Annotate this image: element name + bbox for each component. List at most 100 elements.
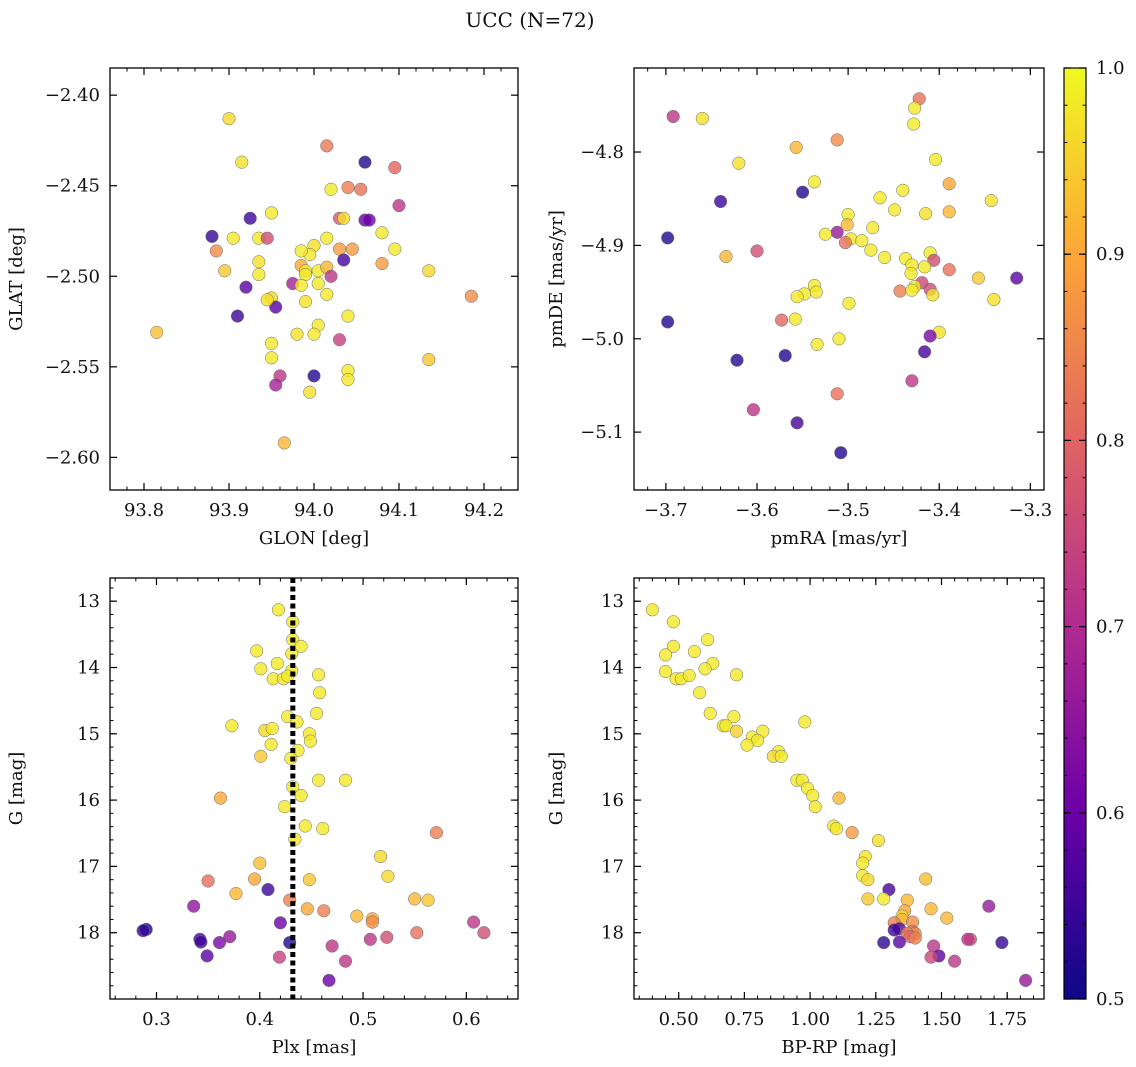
data-point <box>873 191 887 205</box>
data-point <box>320 231 334 245</box>
y-tick-label: −2.60 <box>45 447 100 468</box>
panel-glon-glat: 93.8 93.9 94.0 94.1 94.2 −2.40 −2.45 −2.50 −2.55… <box>6 67 519 549</box>
data-point <box>464 289 478 303</box>
y-tick-label: 18 <box>77 923 100 944</box>
data-point <box>729 668 744 682</box>
colorbar-tick-label: 1.0 <box>1096 58 1125 79</box>
data-point <box>337 253 351 267</box>
data-point <box>213 791 228 805</box>
data-point <box>338 954 353 968</box>
data-point <box>273 916 287 930</box>
data-point <box>661 231 675 245</box>
data-point <box>840 218 854 232</box>
data-point <box>905 283 919 297</box>
x-tick-label: −3.6 <box>735 500 779 521</box>
x-tick-label: 94.1 <box>379 500 419 521</box>
data-point <box>746 403 760 417</box>
data-point <box>200 949 214 963</box>
data-point <box>871 833 885 848</box>
data-point <box>264 737 278 751</box>
data-point <box>730 353 744 367</box>
figure-title: UCC (N=72) <box>465 8 594 32</box>
data-points <box>136 603 491 987</box>
data-point <box>271 603 285 617</box>
data-point <box>363 932 377 946</box>
data-points <box>645 603 1033 987</box>
data-point <box>375 226 389 240</box>
data-point <box>698 662 712 676</box>
y-tick-label: −2.50 <box>45 266 100 287</box>
data-point <box>832 791 846 805</box>
data-point <box>320 139 334 153</box>
data-point <box>924 950 938 964</box>
scatter-panels: 93.8 93.9 94.0 94.1 94.2 −2.40 −2.45 −2.50 −2.55… <box>6 67 1052 1058</box>
data-points <box>150 112 478 450</box>
ticks: −3.7 −3.6 −3.5 −3.4 −3.3 −4.8 −4.9 −5.0 −5.1 <box>580 68 1052 521</box>
data-point <box>269 300 283 314</box>
data-point <box>790 416 804 430</box>
data-point <box>277 436 291 450</box>
data-point <box>362 213 376 227</box>
data-point <box>226 231 240 245</box>
data-point <box>467 915 481 929</box>
data-point <box>230 309 245 323</box>
data-point <box>477 926 491 940</box>
data-point <box>223 930 237 944</box>
colorbar-tick-label: 0.8 <box>1096 430 1125 451</box>
data-point <box>893 284 907 298</box>
data-point <box>984 194 998 208</box>
data-point <box>209 244 223 258</box>
data-point <box>887 923 901 937</box>
data-point <box>919 872 933 886</box>
data-point <box>260 293 274 307</box>
data-point <box>272 950 286 964</box>
y-axis-label: G [mag] <box>546 752 567 825</box>
data-point <box>1019 973 1033 987</box>
data-point <box>907 117 921 131</box>
data-point <box>332 333 347 347</box>
data-point <box>136 924 150 938</box>
colorbar-tick-label: 0.5 <box>1096 989 1125 1010</box>
data-point <box>703 706 717 720</box>
data-point <box>658 664 673 679</box>
data-point <box>254 662 268 676</box>
y-axis-label: GLAT [deg] <box>6 227 27 331</box>
data-point <box>774 749 788 763</box>
data-point <box>388 161 402 175</box>
y-tick-label: −4.9 <box>580 235 624 256</box>
y-tick-label: −5.0 <box>580 329 624 350</box>
x-tick-label: 0.75 <box>724 1009 764 1030</box>
data-point <box>410 926 424 940</box>
y-tick-label: 14 <box>77 658 100 679</box>
data-point <box>855 234 869 248</box>
data-point <box>806 788 820 803</box>
data-point <box>830 133 844 147</box>
x-tick-label: 0.50 <box>659 1009 699 1030</box>
data-point <box>830 387 844 401</box>
data-point <box>877 892 891 906</box>
data-point <box>987 292 1001 307</box>
x-tick-label: −3.3 <box>1008 500 1052 521</box>
x-axis-label: Plx [mas] <box>272 1037 357 1058</box>
data-point <box>834 446 848 460</box>
data-point <box>896 183 910 197</box>
data-point <box>693 686 707 700</box>
axes-frame <box>633 67 1045 491</box>
data-point <box>740 738 754 752</box>
x-tick-label: −3.5 <box>826 500 870 521</box>
data-point <box>341 372 355 387</box>
data-point <box>375 257 389 271</box>
data-point <box>278 800 292 814</box>
data-point <box>729 724 744 738</box>
data-point <box>856 856 870 870</box>
data-point <box>325 939 339 953</box>
data-point <box>982 899 996 913</box>
data-point <box>358 155 372 169</box>
y-tick-label: 14 <box>601 658 624 679</box>
data-point <box>927 253 941 267</box>
data-point <box>923 329 937 343</box>
data-point <box>422 353 436 367</box>
data-point <box>312 668 326 682</box>
data-point <box>908 931 922 945</box>
